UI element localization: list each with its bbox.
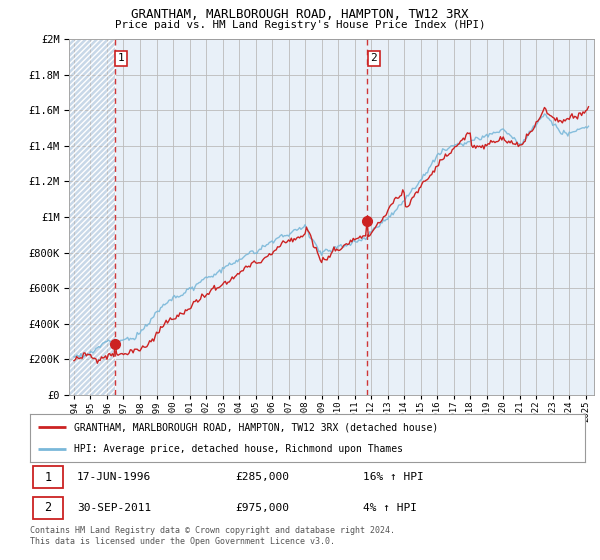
Text: Contains HM Land Registry data © Crown copyright and database right 2024.
This d: Contains HM Land Registry data © Crown c… bbox=[30, 526, 395, 546]
Text: 16% ↑ HPI: 16% ↑ HPI bbox=[363, 472, 424, 482]
Text: 30-SEP-2011: 30-SEP-2011 bbox=[77, 503, 151, 513]
Text: 2: 2 bbox=[44, 501, 52, 514]
Bar bbox=[69, 39, 115, 395]
Text: GRANTHAM, MARLBOROUGH ROAD, HAMPTON, TW12 3RX: GRANTHAM, MARLBOROUGH ROAD, HAMPTON, TW1… bbox=[131, 8, 469, 21]
Bar bbox=[33, 466, 64, 488]
Text: Price paid vs. HM Land Registry's House Price Index (HPI): Price paid vs. HM Land Registry's House … bbox=[115, 20, 485, 30]
FancyBboxPatch shape bbox=[69, 39, 115, 395]
Text: £285,000: £285,000 bbox=[235, 472, 289, 482]
Text: 2: 2 bbox=[370, 53, 377, 63]
Text: 4% ↑ HPI: 4% ↑ HPI bbox=[363, 503, 417, 513]
Bar bbox=[33, 497, 64, 519]
Text: GRANTHAM, MARLBOROUGH ROAD, HAMPTON, TW12 3RX (detached house): GRANTHAM, MARLBOROUGH ROAD, HAMPTON, TW1… bbox=[74, 422, 439, 432]
Text: £975,000: £975,000 bbox=[235, 503, 289, 513]
Text: 17-JUN-1996: 17-JUN-1996 bbox=[77, 472, 151, 482]
Text: 1: 1 bbox=[44, 470, 52, 484]
Text: HPI: Average price, detached house, Richmond upon Thames: HPI: Average price, detached house, Rich… bbox=[74, 444, 403, 454]
Text: 1: 1 bbox=[118, 53, 125, 63]
